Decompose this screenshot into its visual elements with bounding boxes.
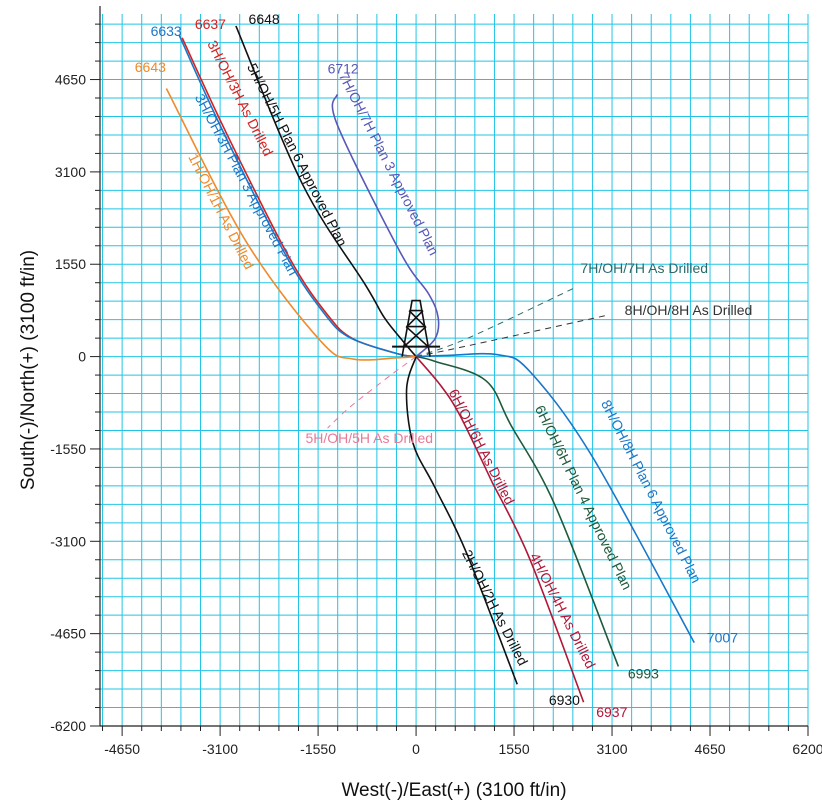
series-line-1: [178, 34, 417, 358]
x-tick-label: 1550: [498, 741, 529, 757]
rig-stroke: [401, 299, 431, 357]
depth-label-3: 6712: [328, 61, 359, 77]
depth-label-0: 6637: [195, 16, 226, 32]
y-tick-label: 3100: [55, 164, 86, 180]
depth-label-2: 6648: [249, 11, 280, 27]
series-line-9: [415, 355, 620, 667]
y-tick-label: 0: [78, 349, 86, 365]
x-tick-label: 6200: [792, 741, 822, 757]
drilling-rig-icon: [392, 299, 441, 357]
x-tick-label: 3100: [596, 741, 627, 757]
series-line-11: [491, 481, 585, 703]
series-label-6: 7H/OH/7H As Drilled: [580, 260, 708, 276]
depth-label-8: 7007: [707, 630, 738, 646]
y-tick-label: 4650: [55, 72, 86, 88]
series-line-6: [415, 287, 575, 358]
series-label-11: 4H/OH/4H As Drilled: [527, 550, 599, 671]
x-tick-label: -4650: [104, 741, 140, 757]
y-tick-label: -4650: [50, 626, 86, 642]
depth-label-1: 6633: [151, 23, 182, 39]
series-label-10: 6H/OH/6H As Drilled: [446, 386, 518, 507]
x-tick-label: 4650: [694, 741, 725, 757]
depth-label-9: 6993: [628, 665, 659, 681]
axes: -4650 -3100 -1550 0 1550 3100 4650 6200 4650 3100…: [50, 6, 822, 757]
x-tick-label: -1550: [300, 741, 336, 757]
rig-stroke: [403, 326, 429, 348]
series-line-5: [327, 356, 417, 429]
y-tick-label: -3100: [50, 533, 86, 549]
series-line-10: [415, 356, 493, 483]
series-label-5: 5H/OH/5H As Drilled: [305, 430, 433, 446]
depth-label-11: 6937: [596, 704, 627, 720]
y-tick-label: -1550: [50, 441, 86, 457]
y-axis-label: South(-)/North(+) (3100 ft/in): [18, 250, 39, 490]
y-tick-label: -6200: [50, 718, 86, 734]
series-group: [165, 25, 695, 703]
series-label-7: 8H/OH/8H As Drilled: [625, 302, 753, 318]
series-line-8: [416, 352, 695, 643]
depth-label-12: 6930: [549, 692, 580, 708]
series-line-7: [415, 314, 609, 358]
x-tick-label: -3100: [202, 741, 238, 757]
series-label-12: 2H/OH/2H As Drilled: [459, 547, 531, 668]
x-axis-label: West(-)/East(+) (3100 ft/in): [341, 780, 566, 801]
series-line-4: [165, 88, 417, 361]
y-tick-label: 1550: [55, 256, 86, 272]
rig-stroke: [406, 309, 427, 328]
x-tick-label: 0: [412, 741, 420, 757]
series-line-12: [405, 356, 518, 685]
depth-label-4: 6643: [135, 59, 166, 75]
series-line-3: [331, 94, 440, 358]
series-line-2: [235, 25, 417, 358]
rig-stroke: [406, 310, 426, 328]
